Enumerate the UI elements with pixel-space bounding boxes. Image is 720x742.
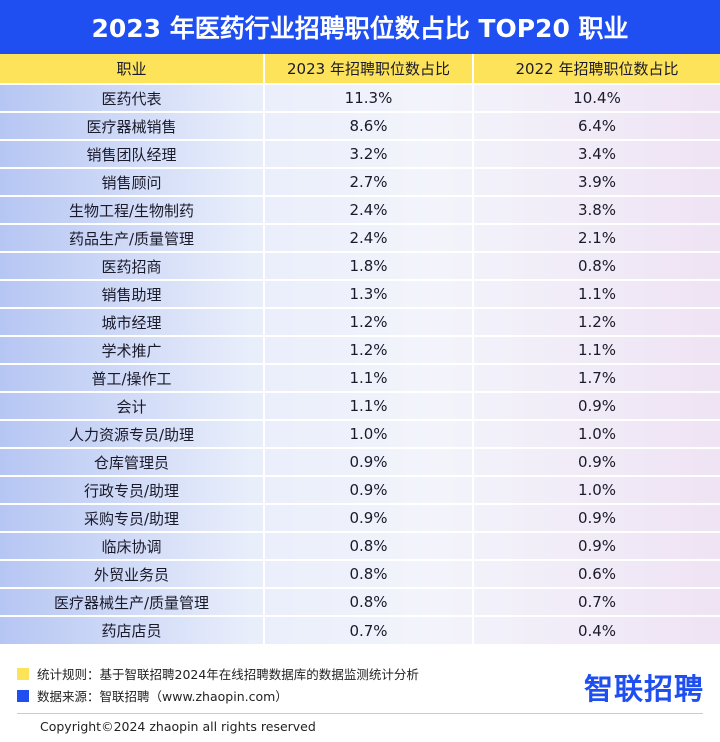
cell-occupation: 城市经理 xyxy=(0,307,265,336)
table-row: 医药招商 1.8% 0.8% xyxy=(0,251,720,280)
table-row: 人力资源专员/助理 1.0% 1.0% xyxy=(0,419,720,448)
cell-2023-share: 2.7% xyxy=(264,167,474,196)
blue-square-icon xyxy=(17,689,29,702)
table-row: 采购专员/助理 0.9% 0.9% xyxy=(0,503,720,532)
cell-2022-share: 3.4% xyxy=(473,139,720,168)
cell-2022-share: 6.4% xyxy=(473,111,720,140)
cell-2022-share: 2.1% xyxy=(473,223,720,252)
table-row: 医药代表 11.3% 10.4% xyxy=(0,83,720,112)
cell-2023-share: 1.8% xyxy=(264,251,474,280)
table-body: 医药代表 11.3% 10.4% 医疗器械销售 8.6% 6.4% 销售团队经理 3.2% 3.… xyxy=(0,83,720,644)
cell-2022-share: 0.4% xyxy=(473,615,720,644)
cell-2022-share: 0.9% xyxy=(473,503,720,532)
cell-occupation: 生物工程/生物制药 xyxy=(0,195,265,224)
footer: 统计规则：基于智联招聘2024年在线招聘数据库的数据监测统计分析 数据来源：智联… xyxy=(0,644,720,742)
data-table: 职业 2023 年招聘职位数占比 2022 年招聘职位数占比 医药代表 11.3%… xyxy=(0,54,720,644)
data-table-container: 职业 2023 年招聘职位数占比 2022 年招聘职位数占比 医药代表 11.3%… xyxy=(0,54,720,644)
cell-2022-share: 1.1% xyxy=(473,335,720,364)
cell-2022-share: 0.9% xyxy=(473,391,720,420)
cell-2023-share: 2.4% xyxy=(264,223,474,252)
table-row: 城市经理 1.2% 1.2% xyxy=(0,307,720,336)
cell-2022-share: 0.8% xyxy=(473,251,720,280)
table-row: 生物工程/生物制药 2.4% 3.8% xyxy=(0,195,720,224)
cell-occupation: 医药招商 xyxy=(0,251,265,280)
table-row: 临床协调 0.8% 0.9% xyxy=(0,531,720,560)
cell-2022-share: 3.9% xyxy=(473,167,720,196)
cell-2023-share: 1.2% xyxy=(264,335,474,364)
cell-2023-share: 0.8% xyxy=(264,559,474,588)
table-row: 销售团队经理 3.2% 3.4% xyxy=(0,139,720,168)
cell-2023-share: 0.9% xyxy=(264,475,474,504)
cell-2023-share: 1.1% xyxy=(264,363,474,392)
cell-2023-share: 1.1% xyxy=(264,391,474,420)
cell-occupation: 医疗器械销售 xyxy=(0,111,265,140)
cell-2022-share: 1.2% xyxy=(473,307,720,336)
note-data-source-text: 数据来源：智联招聘（www.zhaopin.com） xyxy=(37,689,288,704)
cell-occupation: 药店店员 xyxy=(0,615,265,644)
cell-2023-share: 0.9% xyxy=(264,447,474,476)
cell-2023-share: 8.6% xyxy=(264,111,474,140)
note-data-source: 数据来源：智联招聘（www.zhaopin.com） xyxy=(17,686,288,705)
table-row: 药品生产/质量管理 2.4% 2.1% xyxy=(0,223,720,252)
cell-2023-share: 3.2% xyxy=(264,139,474,168)
cell-occupation: 药品生产/质量管理 xyxy=(0,223,265,252)
chart-title: 2023 年医药行业招聘职位数占比 TOP20 职业 xyxy=(0,0,720,54)
cell-occupation: 销售助理 xyxy=(0,279,265,308)
cell-2022-share: 10.4% xyxy=(473,83,720,112)
table-row: 外贸业务员 0.8% 0.6% xyxy=(0,559,720,588)
cell-occupation: 临床协调 xyxy=(0,531,265,560)
cell-occupation: 会计 xyxy=(0,391,265,420)
cell-occupation: 人力资源专员/助理 xyxy=(0,419,265,448)
cell-occupation: 学术推广 xyxy=(0,335,265,364)
cell-2023-share: 1.2% xyxy=(264,307,474,336)
column-header-occupation: 职业 xyxy=(0,54,265,84)
cell-occupation: 行政专员/助理 xyxy=(0,475,265,504)
zhaopin-logo: 智联招聘 xyxy=(583,672,704,706)
cell-2022-share: 0.9% xyxy=(473,447,720,476)
cell-occupation: 外贸业务员 xyxy=(0,559,265,588)
cell-2023-share: 2.4% xyxy=(264,195,474,224)
column-header-2022-share: 2022 年招聘职位数占比 xyxy=(515,60,679,78)
cell-2023-share: 1.0% xyxy=(264,419,474,448)
table-row: 学术推广 1.2% 1.1% xyxy=(0,335,720,364)
cell-2022-share: 0.6% xyxy=(473,559,720,588)
cell-2022-share: 0.9% xyxy=(473,531,720,560)
cell-2023-share: 0.8% xyxy=(264,531,474,560)
cell-occupation: 销售团队经理 xyxy=(0,139,265,168)
column-header-2023-share: 2023 年招聘职位数占比 xyxy=(264,54,474,84)
table-row: 仓库管理员 0.9% 0.9% xyxy=(0,447,720,476)
cell-2022-share: 0.7% xyxy=(473,587,720,616)
table-row: 普工/操作工 1.1% 1.7% xyxy=(0,363,720,392)
cell-occupation: 医药代表 xyxy=(0,83,265,112)
cell-2022-share: 1.1% xyxy=(473,279,720,308)
cell-2022-share: 1.0% xyxy=(473,419,720,448)
table-row: 会计 1.1% 0.9% xyxy=(0,391,720,420)
cell-2022-share: 1.7% xyxy=(473,363,720,392)
table-row: 销售顾问 2.7% 3.9% xyxy=(0,167,720,196)
cell-2023-share: 0.9% xyxy=(264,503,474,532)
table-row: 销售助理 1.3% 1.1% xyxy=(0,279,720,308)
cell-2023-share: 1.3% xyxy=(264,279,474,308)
table-header-row: 职业 2023 年招聘职位数占比 2022 年招聘职位数占比 xyxy=(0,54,720,84)
table-row: 行政专员/助理 0.9% 1.0% xyxy=(0,475,720,504)
cell-2022-share: 3.8% xyxy=(473,195,720,224)
cell-2023-share: 0.7% xyxy=(264,615,474,644)
cell-occupation: 销售顾问 xyxy=(0,167,265,196)
table-row: 药店店员 0.7% 0.4% xyxy=(0,615,720,644)
note-statistics-rule-text: 统计规则：基于智联招聘2024年在线招聘数据库的数据监测统计分析 xyxy=(37,667,419,682)
cell-2022-share: 1.0% xyxy=(473,475,720,504)
footer-divider xyxy=(17,713,703,714)
cell-2023-share: 0.8% xyxy=(264,587,474,616)
cell-occupation: 仓库管理员 xyxy=(0,447,265,476)
cell-occupation: 普工/操作工 xyxy=(0,363,265,392)
yellow-square-icon xyxy=(17,667,29,680)
table-row: 医疗器械销售 8.6% 6.4% xyxy=(0,111,720,140)
cell-occupation: 采购专员/助理 xyxy=(0,503,265,532)
note-statistics-rule: 统计规则：基于智联招聘2024年在线招聘数据库的数据监测统计分析 xyxy=(17,664,419,683)
table-row: 医疗器械生产/质量管理 0.8% 0.7% xyxy=(0,587,720,616)
cell-occupation: 医疗器械生产/质量管理 xyxy=(0,587,265,616)
copyright-text: Copyright©2024 zhaopin all rights reserv… xyxy=(40,719,316,734)
cell-2023-share: 11.3% xyxy=(264,83,474,112)
